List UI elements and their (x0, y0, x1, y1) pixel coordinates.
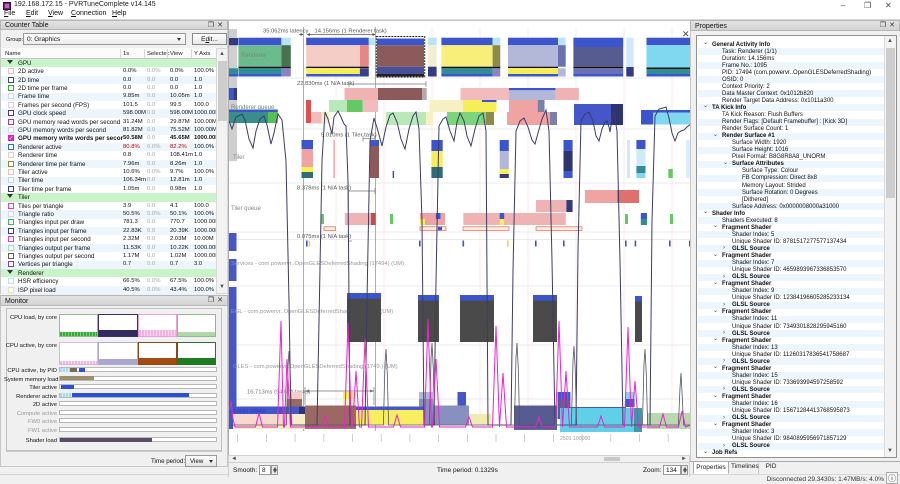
svg-text:2501 100000: 2501 100000 (560, 436, 590, 442)
svg-text:✕: ✕ (682, 29, 690, 39)
svg-text:22.830ms (1 N/A task): 22.830ms (1 N/A task) (297, 81, 354, 87)
svg-text:GLES - com.powervr..OpenGLESDe: GLES - com.powervr..OpenGLESDeferredShad… (233, 364, 398, 370)
svg-text:14.156ms (1 Renderer task): 14.156ms (1 Renderer task) (315, 29, 387, 35)
svg-text:MZ:0093 100000: MZ:0093 100000 (229, 409, 266, 415)
svg-text:5.010ms (1 Tiler task): 5.010ms (1 Tiler task) (321, 133, 377, 139)
svg-text:35.062ms latency: 35.062ms latency (263, 29, 309, 35)
svg-text:0.075ms (1 N/A task): 0.075ms (1 N/A task) (297, 234, 351, 240)
svg-text:EGL - com.powervr..OpenGLESDef: EGL - com.powervr..OpenGLESDeferredShadi… (231, 309, 393, 315)
svg-text:8.378ms (1 N/A task): 8.378ms (1 N/A task) (297, 186, 351, 192)
svg-text:Services - com.powervr..OpenGL: Services - com.powervr..OpenGLESDeferred… (231, 261, 404, 267)
svg-text:Tiler: Tiler (233, 155, 244, 161)
svg-text:Renderer queue: Renderer queue (231, 105, 275, 111)
svg-text:Renderer: Renderer (241, 53, 266, 59)
svg-text:Tiler queue: Tiler queue (231, 206, 261, 212)
